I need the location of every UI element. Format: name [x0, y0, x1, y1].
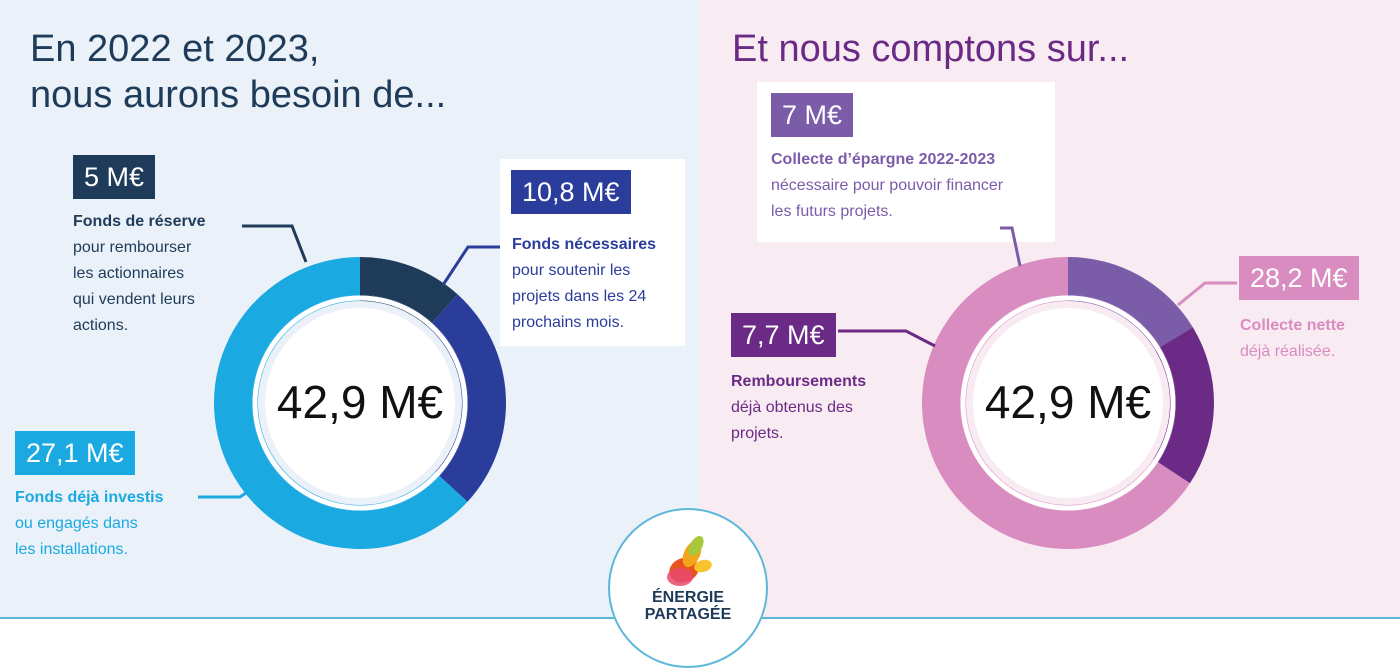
left-donut-slice-1 [432, 294, 506, 502]
reserve-label-line2: les actionnaires [73, 265, 185, 282]
right-title-text: Et nous comptons sur... [732, 28, 1130, 70]
right-title: Et nous comptons sur... [732, 26, 1129, 72]
net-collection-label-title: Collecte nette [1240, 317, 1345, 334]
left-donut-gap-ring [252, 295, 468, 511]
right-donut-gap-ring [960, 295, 1176, 511]
savings-label-line2: les futurs projets. [771, 203, 893, 220]
donut-right [922, 257, 1214, 549]
reimbursements-badge: 7,7 M€ [731, 313, 836, 357]
leader-line-invested [198, 480, 263, 499]
left-donut-slice-0 [360, 257, 458, 323]
leader-line-net [1177, 281, 1237, 307]
right-donut-slice-1 [1158, 327, 1214, 484]
leader-line-needed [441, 245, 500, 286]
reimbursements-label: Remboursements déjà obtenus des projets. [731, 369, 866, 447]
invested-label-title: Fonds déjà investis [15, 489, 164, 506]
savings-label-title: Collecte d’épargne 2022-2023 [771, 151, 996, 168]
reserve-label-line3: qui vendent leurs [73, 291, 195, 308]
logo-text-line1: ÉNERGIE [651, 589, 724, 606]
reserve-label-title: Fonds de réserve [73, 213, 206, 230]
leader-lines [198, 224, 1237, 499]
left-title: En 2022 et 2023, nous aurons besoin de..… [30, 26, 446, 118]
net-collection-label: Collecte nette déjà réalisée. [1240, 313, 1345, 365]
leader-line-reimbursements [838, 329, 936, 348]
savings-label: Collecte d’épargne 2022-2023 nécessaire … [771, 147, 1003, 225]
logo-text: ÉNERGIE PARTAGÉE [608, 589, 768, 623]
invested-label-line2: les installations. [15, 541, 128, 558]
leader-line-savings [1000, 226, 1022, 267]
left-donut-center-disc [265, 308, 455, 498]
left-center-value: 42,9 M€ [276, 376, 444, 428]
needed-funds-label-title: Fonds nécessaires [512, 236, 657, 253]
left-title-line2: nous aurons besoin de... [30, 74, 447, 116]
right-donut-center-disc [973, 308, 1163, 498]
needed-funds-label-line3: prochains mois. [512, 314, 625, 331]
logo-mark-icon [667, 536, 712, 586]
invested-label-line1: ou engagés dans [15, 515, 138, 532]
leader-line-reserve [242, 224, 308, 263]
needed-funds-badge: 10,8 M€ [511, 170, 631, 214]
savings-badge: 7 M€ [771, 93, 854, 137]
logo-text-line2: PARTAGÉE [644, 606, 732, 623]
left-donut-slice-2 [214, 257, 468, 549]
needed-funds-label: Fonds nécessaires pour soutenir les proj… [512, 232, 656, 336]
needed-funds-label-line1: pour soutenir les [512, 262, 631, 279]
needed-funds-label-line2: projets dans les 24 [512, 288, 647, 305]
donut-left [214, 257, 506, 549]
reserve-label-line1: pour rembourser [73, 239, 192, 256]
net-collection-badge: 28,2 M€ [1239, 256, 1359, 300]
reimbursements-label-line2: projets. [731, 425, 784, 442]
reserve-label-line4: actions. [73, 317, 129, 334]
net-collection-label-line1: déjà réalisée. [1240, 343, 1336, 360]
invested-label: Fonds déjà investis ou engagés dans les … [15, 485, 163, 563]
reserve-badge: 5 M€ [73, 155, 156, 199]
invested-badge: 27,1 M€ [15, 431, 135, 475]
right-donut-slice-0 [1068, 257, 1193, 347]
reserve-label: Fonds de réserve pour rembourser les act… [73, 209, 206, 339]
right-center-value: 42,9 M€ [984, 376, 1152, 428]
reimbursements-label-title: Remboursements [731, 373, 867, 390]
logo [608, 508, 768, 668]
reimbursements-label-line1: déjà obtenus des [731, 399, 853, 416]
savings-label-line1: nécessaire pour pouvoir financer [771, 177, 1004, 194]
left-title-line1: En 2022 et 2023, [30, 28, 320, 70]
